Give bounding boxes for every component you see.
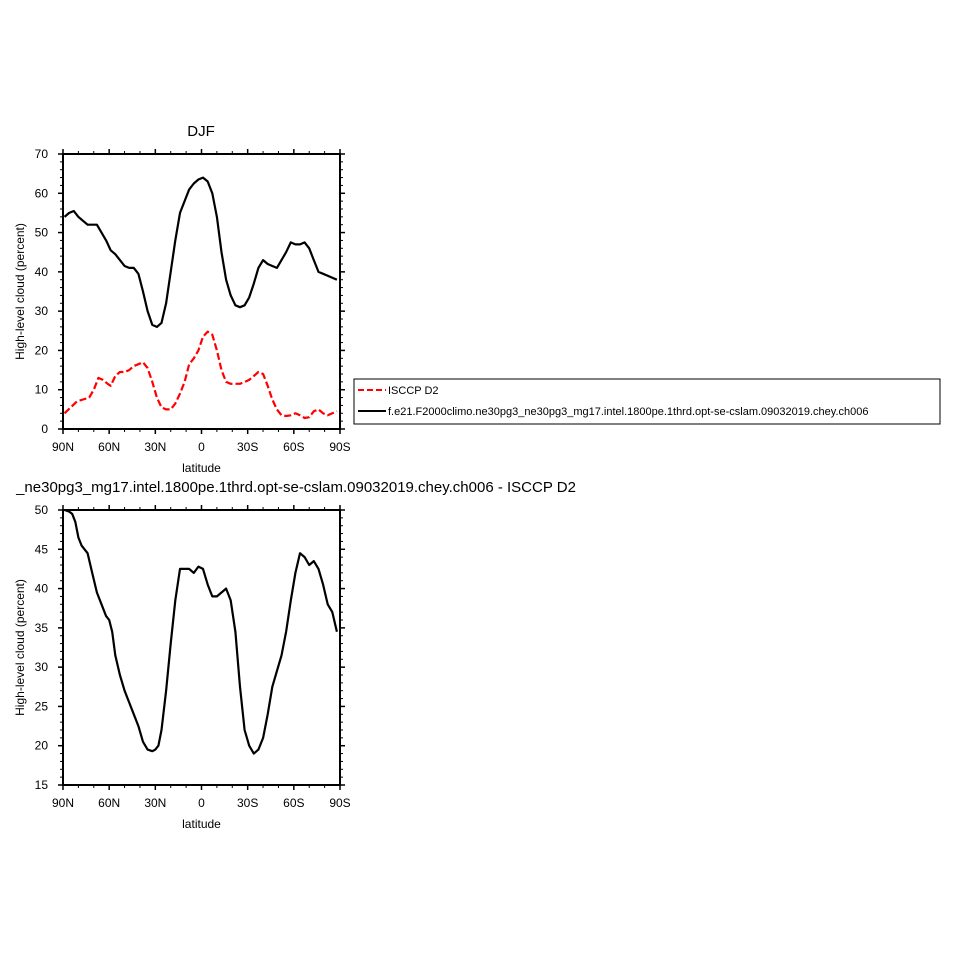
y-tick-label: 40 <box>35 582 49 596</box>
y-tick-label: 50 <box>35 503 49 517</box>
y-tick-label: 20 <box>35 343 49 357</box>
x-tick-label: 30N <box>144 796 166 810</box>
y-tick-label: 40 <box>35 265 49 279</box>
series-line-1-0 <box>64 508 338 755</box>
top-x-axis-label: latitude <box>182 461 221 475</box>
bottom-plot-frame <box>62 509 341 786</box>
top-y-axis-label: High-level cloud (percent) <box>13 223 27 360</box>
top-chart-title: DJF <box>187 123 215 140</box>
x-tick-label: 0 <box>198 440 205 454</box>
x-tick-label: 90S <box>329 440 350 454</box>
y-tick-label: 15 <box>35 778 49 792</box>
legend-label-model: f.e21.F2000climo.ne30pg3_ne30pg3_mg17.in… <box>388 406 868 418</box>
y-tick-label: 30 <box>35 660 49 674</box>
legend-box <box>353 378 941 425</box>
top-panel: DJF High-level cloud (percent) latitude … <box>13 123 351 475</box>
series-line-0-1 <box>63 176 338 328</box>
bottom-y-axis-label: High-level cloud (percent) <box>13 579 27 716</box>
bottom-chart-title: _ne30pg3_mg17.intel.1800pe.1thrd.opt-se-… <box>15 479 576 496</box>
top-plot-frame <box>62 153 341 430</box>
bottom-series-group <box>64 508 338 755</box>
x-tick-label: 60N <box>98 796 120 810</box>
x-tick-label: 60N <box>98 440 120 454</box>
top-series-group <box>63 176 338 420</box>
x-tick-label: 90N <box>52 796 74 810</box>
y-tick-label: 35 <box>35 621 49 635</box>
x-tick-label: 60S <box>283 440 304 454</box>
series-line-0-0 <box>63 330 338 420</box>
x-tick-label: 30S <box>237 796 258 810</box>
x-tick-label: 60S <box>283 796 304 810</box>
x-tick-label: 90N <box>52 440 74 454</box>
y-tick-label: 70 <box>35 147 49 161</box>
top-axis-ticks: 0 10 20 30 40 50 60 70 90N 60N 30N 0 30S 60S 90S <box>35 147 351 454</box>
bottom-x-axis-label: latitude <box>182 817 221 831</box>
y-tick-label: 50 <box>35 226 49 240</box>
y-tick-label: 10 <box>35 383 49 397</box>
x-tick-label: 90S <box>329 796 350 810</box>
x-tick-label: 0 <box>198 796 205 810</box>
x-tick-label: 30N <box>144 440 166 454</box>
y-tick-label: 25 <box>35 699 49 713</box>
legend: ISCCP D2 f.e21.F2000climo.ne30pg3_ne30pg… <box>353 378 941 425</box>
bottom-axis-ticks: 15 20 25 30 35 40 45 50 90N 60N 30N 0 30S 60S 90S <box>35 503 351 810</box>
y-tick-label: 45 <box>35 542 49 556</box>
x-tick-label: 30S <box>237 440 258 454</box>
y-tick-label: 20 <box>35 739 49 753</box>
y-tick-label: 0 <box>41 422 48 436</box>
bottom-panel: _ne30pg3_mg17.intel.1800pe.1thrd.opt-se-… <box>13 479 576 831</box>
legend-label-isccp: ISCCP D2 <box>388 385 439 397</box>
y-tick-label: 60 <box>35 186 49 200</box>
y-tick-label: 30 <box>35 304 49 318</box>
